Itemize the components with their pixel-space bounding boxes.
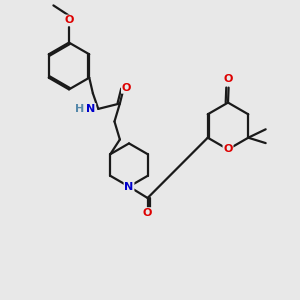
Text: O: O — [223, 144, 233, 154]
Text: O: O — [143, 208, 152, 218]
Text: O: O — [122, 83, 131, 93]
Text: H: H — [75, 104, 84, 114]
Text: N: N — [124, 182, 134, 192]
Text: O: O — [64, 15, 74, 26]
Text: N: N — [86, 104, 95, 114]
Text: O: O — [224, 74, 233, 85]
